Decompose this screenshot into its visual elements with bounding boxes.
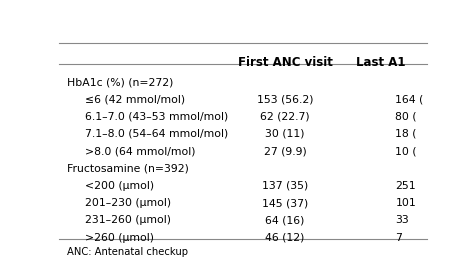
Text: 80 (: 80 ( (395, 112, 417, 122)
Text: 137 (35): 137 (35) (262, 181, 308, 191)
Text: 145 (37): 145 (37) (262, 198, 308, 208)
Text: 6.1–7.0 (43–53 mmol/mol): 6.1–7.0 (43–53 mmol/mol) (85, 112, 228, 122)
Text: ANC: Antenatal checkup: ANC: Antenatal checkup (66, 247, 188, 257)
Text: 33: 33 (395, 215, 409, 226)
Text: 231–260 (μmol): 231–260 (μmol) (85, 215, 171, 226)
Text: 64 (16): 64 (16) (265, 215, 305, 226)
Text: 7.1–8.0 (54–64 mmol/mol): 7.1–8.0 (54–64 mmol/mol) (85, 129, 228, 139)
Text: Fructosamine (n=392): Fructosamine (n=392) (66, 164, 189, 173)
Text: 153 (56.2): 153 (56.2) (257, 94, 313, 104)
Text: 62 (22.7): 62 (22.7) (260, 112, 310, 122)
Text: 251: 251 (395, 181, 416, 191)
Text: <200 (μmol): <200 (μmol) (85, 181, 154, 191)
Text: ≤6 (42 mmol/mol): ≤6 (42 mmol/mol) (85, 94, 185, 104)
Text: 101: 101 (395, 198, 416, 208)
Text: 10 (: 10 ( (395, 146, 417, 156)
Text: 30 (11): 30 (11) (265, 129, 305, 139)
Text: 18 (: 18 ( (395, 129, 417, 139)
Text: First ANC visit: First ANC visit (238, 56, 333, 69)
Text: >8.0 (64 mmol/mol): >8.0 (64 mmol/mol) (85, 146, 195, 156)
Text: 27 (9.9): 27 (9.9) (264, 146, 307, 156)
Text: Last A1: Last A1 (356, 56, 405, 69)
Text: >260 (μmol): >260 (μmol) (85, 233, 154, 243)
Text: 46 (12): 46 (12) (265, 233, 305, 243)
Text: 164 (: 164 ( (395, 94, 424, 104)
Text: 7: 7 (395, 233, 402, 243)
Text: HbA1c (%) (n=272): HbA1c (%) (n=272) (66, 77, 173, 87)
Text: 201–230 (μmol): 201–230 (μmol) (85, 198, 171, 208)
